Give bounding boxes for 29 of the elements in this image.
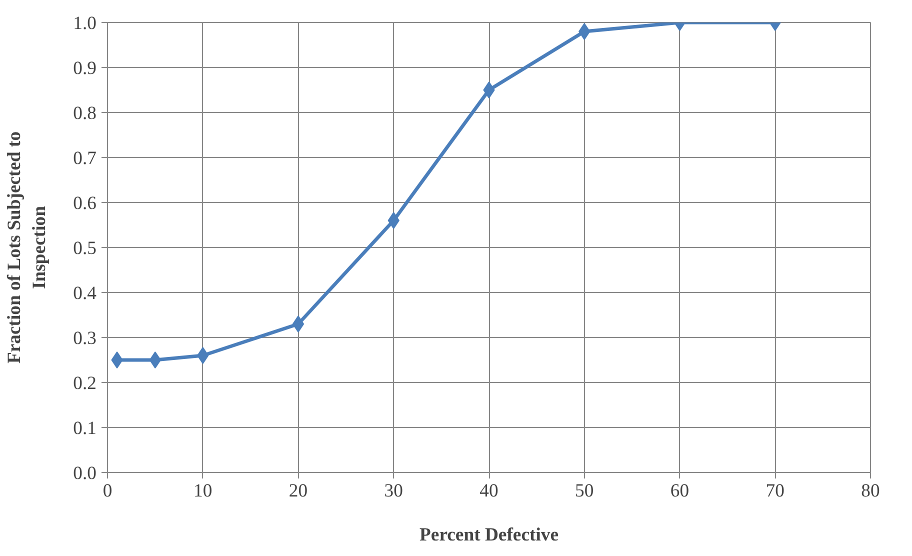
x-axis-title: Percent Defective bbox=[420, 524, 558, 546]
point bbox=[578, 23, 590, 40]
x-tick-label: 80 bbox=[861, 480, 880, 502]
y-tick-label: 0.6 bbox=[73, 193, 97, 214]
x-tick-label: 50 bbox=[575, 480, 594, 502]
y-tick-label: 0.7 bbox=[73, 148, 97, 169]
x-tick-label: 70 bbox=[766, 480, 784, 502]
x-tick-label: 20 bbox=[288, 480, 308, 502]
y-tick-label: 0.1 bbox=[73, 418, 97, 439]
x-tick-label: 10 bbox=[194, 480, 212, 502]
x-tick-label: 30 bbox=[384, 480, 403, 502]
point bbox=[111, 352, 123, 368]
y-tick-label: 0.3 bbox=[73, 328, 97, 349]
x-tick-label: 60 bbox=[670, 480, 690, 502]
point bbox=[149, 352, 162, 368]
point bbox=[388, 212, 400, 229]
point bbox=[292, 316, 304, 332]
point bbox=[483, 82, 495, 98]
y-tick-label: 0.9 bbox=[73, 58, 97, 79]
y-tick-label: 0.2 bbox=[73, 373, 97, 394]
y-tick-label: 0.8 bbox=[73, 103, 97, 124]
y-tick-label: 0.4 bbox=[73, 283, 98, 304]
x-tick-label: 0 bbox=[102, 480, 112, 502]
point bbox=[197, 347, 209, 364]
y-tick-label: 0.5 bbox=[73, 238, 97, 259]
y-axis-title: Fraction of Lots Subjected to Inspection bbox=[4, 131, 50, 364]
x-tick-label: 40 bbox=[480, 480, 498, 502]
y-tick-label: 0.0 bbox=[73, 463, 97, 484]
y-tick-label: 1.0 bbox=[73, 13, 97, 34]
